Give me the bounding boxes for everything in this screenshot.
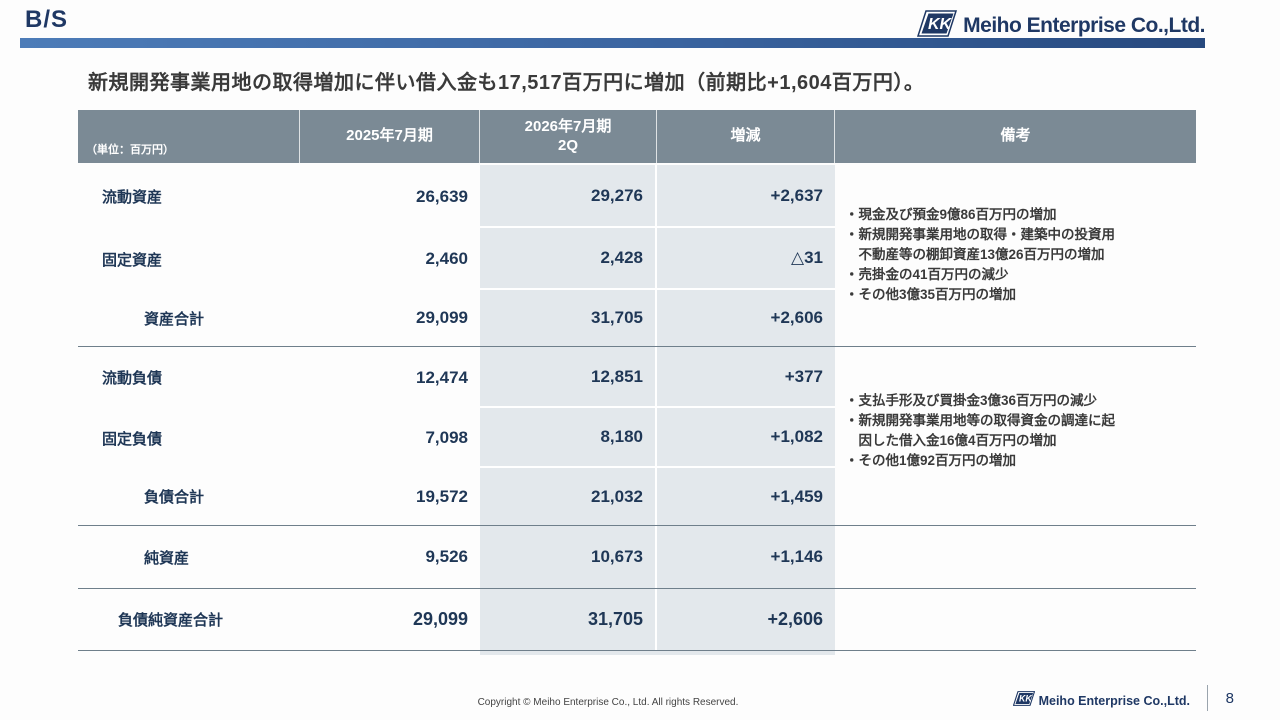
table-row: 固定資産 2,460 2,428 △31 bbox=[78, 228, 1196, 290]
row-label: 負債合計 bbox=[144, 489, 205, 506]
svg-text:KK: KK bbox=[928, 16, 953, 33]
row-fy2026-2q: 2,428 bbox=[480, 228, 657, 290]
row-notes-spacer bbox=[835, 468, 1196, 525]
table-row-net-assets: 純資産 9,526 10,673 +1,146 bbox=[78, 526, 1196, 589]
note-line: ・その他1億92百万円の増加 bbox=[845, 453, 1017, 468]
header-fy2026-line2: 2Q bbox=[557, 136, 578, 154]
note-line: ・新規開発事業用地等の取得資金の調達に起 bbox=[845, 413, 1115, 428]
row-fy2025: 9,526 bbox=[425, 547, 468, 566]
notes-assets: ・現金及び預金9億86百万円の増加 ・新規開発事業用地の取得・建築中の投資用 不… bbox=[845, 205, 1196, 305]
table-row-total-liabilities: 負債合計 19,572 21,032 +1,459 bbox=[78, 468, 1196, 526]
row-fy2026-2q: 31,705 bbox=[480, 589, 657, 650]
unit-label: （単位：百万円） bbox=[86, 144, 174, 157]
row-label: 資産合計 bbox=[144, 310, 205, 328]
table-body: 流動資産 26,639 29,276 +2,637 固定資産 2,460 2,4… bbox=[78, 165, 1196, 651]
footer-divider bbox=[1207, 685, 1208, 711]
row-label: 固定負債 bbox=[102, 430, 163, 448]
row-label: 流動負債 bbox=[102, 370, 163, 387]
row-fy2026-2q: 31,705 bbox=[480, 290, 657, 346]
footer-logo-icon: KK bbox=[1012, 691, 1035, 711]
row-fy2026-2q: 12,851 bbox=[480, 347, 657, 408]
footer-logo-text: Meiho Enterprise Co.,Ltd. bbox=[1038, 694, 1190, 708]
notes-liabilities: ・支払手形及び買掛金3億36百万円の減少 ・新規開発事業用地等の取得資金の調達に… bbox=[845, 391, 1196, 471]
svg-text:KK: KK bbox=[1019, 694, 1032, 704]
row-fy2026-2q: 29,276 bbox=[480, 165, 657, 228]
row-change: +1,459 bbox=[657, 468, 835, 525]
row-label: 流動資産 bbox=[102, 189, 163, 206]
row-change: +2,606 bbox=[657, 589, 835, 650]
footer-logo: KK Meiho Enterprise Co.,Ltd. bbox=[1012, 691, 1190, 711]
note-line: 因した借入金16億4百万円の増加 bbox=[845, 433, 1057, 448]
row-fy2025: 2,460 bbox=[425, 249, 468, 268]
band-tail bbox=[480, 651, 835, 655]
header-unit-cell: （単位：百万円） bbox=[78, 110, 300, 163]
table-row-grand-total: 負債純資産合計 29,099 31,705 +2,606 bbox=[78, 589, 1196, 651]
row-fy2026-2q: 8,180 bbox=[480, 408, 657, 468]
row-label: 純資産 bbox=[144, 549, 190, 567]
header-fy2025: 2025年7月期 bbox=[300, 110, 480, 163]
note-line: 不動産等の棚卸資産13億26百万円の増加 bbox=[845, 247, 1105, 262]
page-title: B/S bbox=[25, 6, 69, 33]
title-underline-bar bbox=[20, 38, 1205, 48]
table-row-total-assets: 資産合計 29,099 31,705 +2,606 bbox=[78, 290, 1196, 347]
row-fy2025: 29,099 bbox=[412, 609, 468, 629]
company-logo-icon: KK bbox=[917, 10, 958, 42]
table-row: 固定負債 7,098 8,180 +1,082 bbox=[78, 408, 1196, 468]
row-label: 負債純資産合計 bbox=[118, 612, 224, 629]
footer-copyright: Copyright © Meiho Enterprise Co., Ltd. A… bbox=[477, 697, 739, 708]
header-change: 増減 bbox=[657, 110, 835, 163]
note-line: ・新規開発事業用地の取得・建築中の投資用 bbox=[845, 227, 1115, 242]
row-fy2025: 12,474 bbox=[416, 367, 468, 387]
row-notes-spacer bbox=[835, 589, 1196, 650]
note-line: ・支払手形及び買掛金3億36百万円の減少 bbox=[845, 393, 1098, 408]
row-label: 固定資産 bbox=[102, 251, 163, 269]
row-change: +2,606 bbox=[657, 290, 835, 346]
table-header-row: （単位：百万円） 2025年7月期 2026年7月期 2Q 増減 備考 bbox=[78, 110, 1196, 163]
balance-sheet-table: （単位：百万円） 2025年7月期 2026年7月期 2Q 増減 備考 流動資産… bbox=[78, 110, 1196, 655]
table-row: 流動資産 26,639 29,276 +2,637 bbox=[78, 165, 1196, 228]
row-fy2025: 7,098 bbox=[425, 428, 468, 447]
company-logo: KK Meiho Enterprise Co.,Ltd. bbox=[917, 10, 1205, 42]
slide-headline: 新規開発事業用地の取得増加に伴い借入金も17,517百万円に増加（前期比+1,6… bbox=[88, 72, 925, 94]
header-fy2026-2q: 2026年7月期 2Q bbox=[480, 110, 657, 163]
row-change: △31 bbox=[657, 228, 835, 290]
note-line: ・その他3億35百万円の増加 bbox=[845, 287, 1017, 302]
header-notes: 備考 bbox=[1000, 127, 1031, 145]
company-logo-text: Meiho Enterprise Co.,Ltd. bbox=[963, 14, 1205, 37]
table-row: 流動負債 12,474 12,851 +377 bbox=[78, 347, 1196, 408]
row-notes-spacer bbox=[835, 526, 1196, 588]
row-change: +1,082 bbox=[657, 408, 835, 468]
row-fy2026-2q: 10,673 bbox=[480, 526, 657, 588]
row-fy2025: 26,639 bbox=[416, 186, 468, 206]
row-fy2025: 19,572 bbox=[416, 486, 468, 506]
row-change: +1,146 bbox=[657, 526, 835, 588]
note-line: ・現金及び預金9億86百万円の増加 bbox=[845, 207, 1057, 222]
row-fy2025: 29,099 bbox=[416, 308, 468, 327]
row-change: +2,637 bbox=[657, 165, 835, 228]
note-line: ・売掛金の41百万円の減少 bbox=[845, 267, 1009, 282]
row-change: +377 bbox=[657, 347, 835, 408]
header-fy2026-line1: 2026年7月期 bbox=[524, 117, 612, 135]
page-number: 8 bbox=[1225, 690, 1234, 707]
row-fy2026-2q: 21,032 bbox=[480, 468, 657, 525]
